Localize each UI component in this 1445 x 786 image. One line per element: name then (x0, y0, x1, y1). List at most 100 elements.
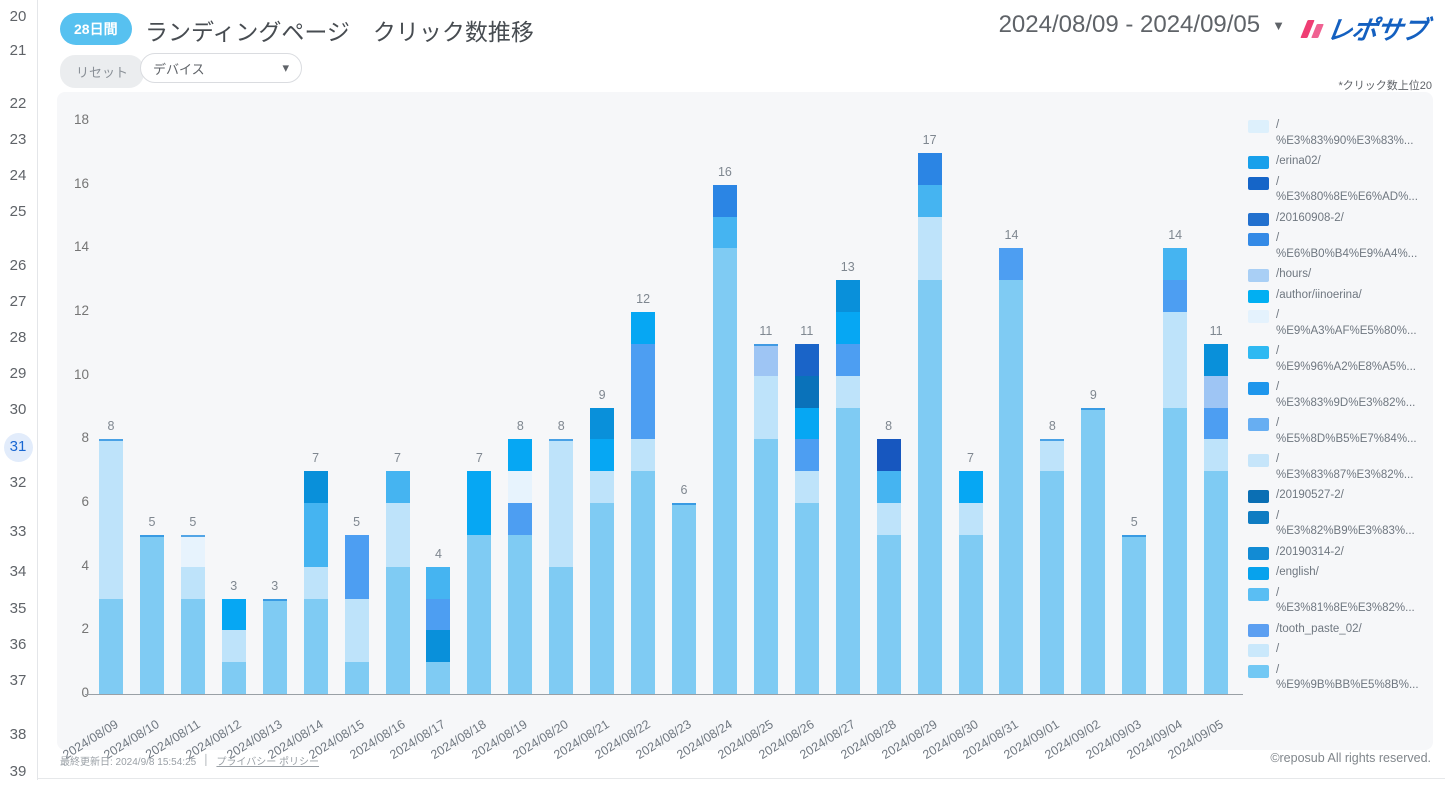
bar-segment (958, 534, 983, 694)
bar-2024/08/20[interactable] (549, 439, 574, 694)
bar-2024/08/28[interactable] (876, 439, 901, 694)
legend-swatch-icon (1248, 310, 1269, 323)
bar-segment (385, 471, 410, 504)
bar-segment (631, 343, 656, 440)
legend-item[interactable]: / %E5%8D%B5%E7%84%... (1248, 416, 1430, 447)
bar-2024/08/14[interactable] (303, 471, 328, 694)
bar-segment (999, 248, 1024, 281)
bar-2024/08/26[interactable] (794, 343, 819, 694)
legend-item[interactable]: / %E3%80%8E%E6%AD%... (1248, 175, 1430, 206)
bar-2024/09/02[interactable] (1081, 407, 1106, 694)
bar-2024/08/11[interactable] (180, 534, 205, 694)
device-filter-label: デバイス (153, 61, 205, 77)
bar-total-label: 7 (312, 451, 320, 466)
legend-item[interactable]: / %E3%83%87%E3%82%... (1248, 452, 1430, 483)
bar-2024/08/25[interactable] (753, 343, 778, 694)
bar-segment (712, 216, 737, 249)
bar-2024/09/04[interactable] (1163, 248, 1188, 694)
legend-label: /20190314-2/ (1276, 545, 1344, 558)
bar-total-label: 14 (1004, 228, 1019, 243)
line-number: 23 (9, 131, 27, 148)
bar-2024/08/27[interactable] (835, 280, 860, 694)
legend-item[interactable]: / %E9%9B%BB%E5%8B%... (1248, 663, 1430, 694)
bar-segment (467, 534, 492, 694)
bar-2024/08/15[interactable] (344, 534, 369, 694)
line-number: 28 (9, 329, 27, 346)
bar-segment (917, 280, 942, 694)
legend-item[interactable]: /20190527-2/ (1248, 488, 1430, 504)
bar-segment (1163, 280, 1188, 313)
bar-segment (426, 630, 451, 663)
bar-2024/09/03[interactable] (1122, 534, 1147, 694)
bar-segment (712, 248, 737, 694)
legend-swatch-icon (1248, 587, 1269, 601)
bar-segment (631, 312, 656, 344)
y-tick-label: 6 (81, 494, 89, 510)
bar-total-label: 8 (557, 419, 565, 434)
legend-item[interactable]: / %E3%82%B9%E3%83%... (1248, 509, 1430, 540)
legend-item[interactable]: /tooth_paste_02/ (1248, 622, 1430, 638)
bar-2024/08/22[interactable] (631, 312, 656, 694)
y-tick-label: 2 (81, 621, 89, 637)
legend-label: / %E6%B0%B4%E9%A4%... (1276, 232, 1418, 260)
legend-label: /erina02/ (1276, 155, 1321, 167)
legend-item[interactable]: /erina02/ (1248, 154, 1430, 170)
reset-button[interactable]: リセット (60, 55, 145, 88)
bar-segment (794, 375, 819, 408)
bar-2024/08/31[interactable] (999, 248, 1024, 694)
legend-item[interactable]: / (1248, 642, 1430, 658)
chevron-down-icon: ▼ (1272, 17, 1285, 33)
legend-item[interactable]: /hours/ (1248, 267, 1430, 283)
legend-item[interactable]: / %E3%81%8E%E3%82%... (1248, 586, 1430, 617)
legend-item[interactable]: / %E9%96%A2%E8%A5%... (1248, 344, 1430, 375)
bar-2024/08/24[interactable] (712, 184, 737, 694)
bar-total-label: 12 (636, 292, 651, 307)
y-tick-label: 14 (73, 239, 89, 255)
logo-slash-icon (1311, 23, 1324, 38)
bar-total-label: 6 (680, 483, 688, 498)
bar-2024/08/17[interactable] (426, 566, 451, 694)
bar-segment (917, 184, 942, 217)
bar-segment (344, 598, 369, 663)
period-badge: 28日間 (60, 13, 132, 45)
bar-segment (508, 471, 533, 504)
legend-label: /tooth_paste_02/ (1276, 622, 1362, 635)
legend-item[interactable]: / %E3%83%9D%E3%82%... (1248, 380, 1430, 411)
legend-label: / %E9%96%A2%E8%A5%... (1276, 345, 1416, 373)
legend-swatch-icon (1248, 346, 1269, 359)
bar-segment (344, 662, 369, 694)
privacy-policy-link[interactable]: プライバシー ポリシー (216, 757, 320, 768)
legend-item[interactable]: /20160908-2/ (1248, 211, 1430, 227)
legend-item[interactable]: / %E9%A3%AF%E5%80%... (1248, 308, 1430, 339)
device-filter-select[interactable]: デバイス ▾ (140, 53, 302, 83)
bar-total-label: 7 (394, 451, 401, 466)
date-range-selector[interactable]: 2024/08/09 - 2024/09/05 ▼ (999, 11, 1285, 39)
legend-item[interactable]: / %E6%B0%B4%E9%A4%... (1248, 231, 1430, 262)
bar-2024/08/12[interactable] (221, 598, 246, 694)
bar-2024/08/30[interactable] (958, 471, 983, 694)
bar-segment (794, 407, 819, 440)
legend-label: / %E3%80%8E%E6%AD%... (1276, 175, 1418, 204)
bar-2024/09/05[interactable] (1204, 343, 1229, 694)
bar-2024/09/01[interactable] (1040, 439, 1065, 694)
legend-item[interactable]: /english/ (1248, 565, 1430, 581)
bar-total-label: 11 (800, 323, 814, 338)
legend-item[interactable]: /author/iinoerina/ (1248, 288, 1430, 304)
bar-2024/08/29[interactable] (917, 152, 942, 694)
bar-2024/08/21[interactable] (590, 407, 615, 694)
bar-2024/08/23[interactable] (672, 503, 697, 694)
bar-segment (835, 312, 860, 344)
bar-2024/08/09[interactable] (99, 439, 123, 694)
bar-2024/08/16[interactable] (385, 471, 410, 694)
bar-segment (753, 439, 778, 694)
bar-2024/08/18[interactable] (467, 471, 492, 694)
legend-item[interactable]: /20190314-2/ (1248, 545, 1430, 561)
bar-2024/08/10[interactable] (139, 534, 164, 694)
bar-2024/08/13[interactable] (262, 598, 287, 694)
legend-swatch-icon (1248, 546, 1269, 560)
bar-total-label: 8 (885, 419, 893, 434)
bar-2024/08/19[interactable] (508, 439, 533, 694)
bar-segment (303, 503, 328, 567)
chart-panel: 0 2 4 6 8 10 12 14 16 18 8 5 5 3 3 7 5 7 4 7 8 8 9 12 6 16 11 11 13… (57, 92, 1433, 762)
legend-item[interactable]: / %E3%83%90%E3%83%... (1248, 118, 1430, 149)
